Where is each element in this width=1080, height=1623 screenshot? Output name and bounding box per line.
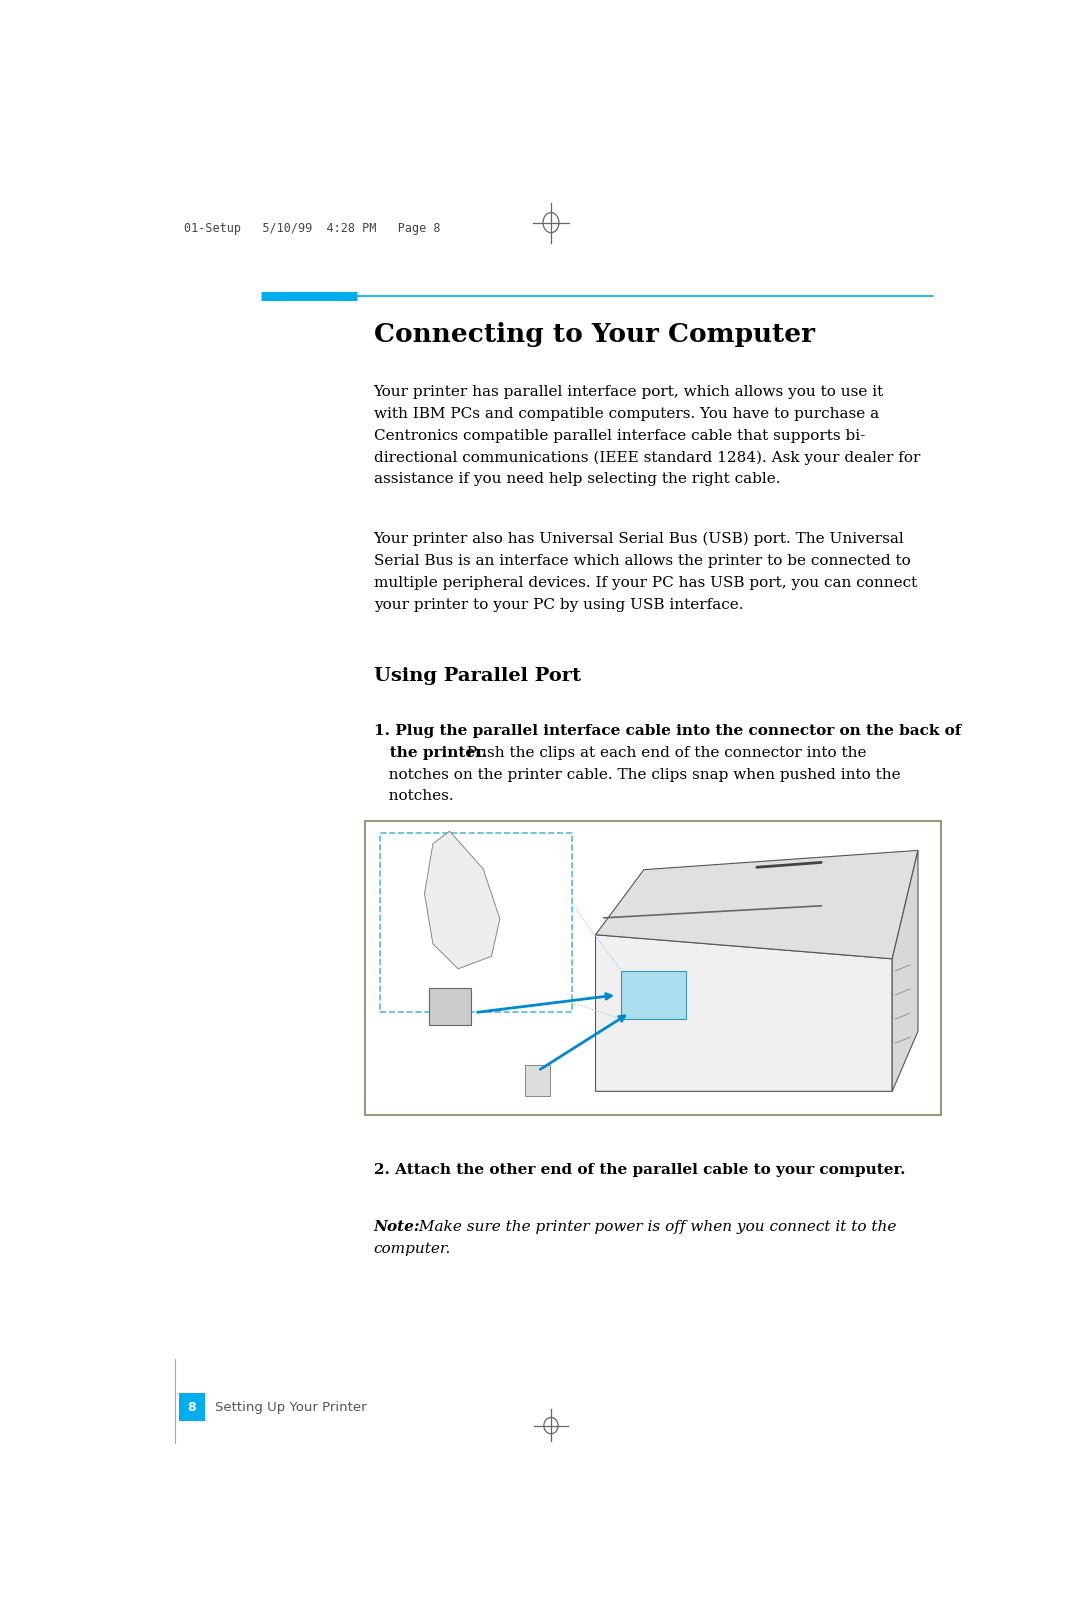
Text: Your printer also has Universal Serial Bus (USB) port. The Universal: Your printer also has Universal Serial B… [374,532,904,545]
Text: assistance if you need help selecting the right cable.: assistance if you need help selecting th… [374,472,780,487]
Text: the printer.: the printer. [374,745,487,760]
Polygon shape [595,850,918,959]
Text: 1. Plug the parallel interface cable into the connector on the back of: 1. Plug the parallel interface cable int… [374,724,961,737]
Text: computer.: computer. [374,1242,451,1255]
Text: Serial Bus is an interface which allows the printer to be connected to: Serial Bus is an interface which allows … [374,553,910,568]
Text: Connecting to Your Computer: Connecting to Your Computer [374,323,814,347]
FancyBboxPatch shape [429,988,471,1026]
FancyBboxPatch shape [525,1065,551,1096]
Text: 8: 8 [188,1401,197,1414]
Polygon shape [424,831,500,969]
Text: with IBM PCs and compatible computers. You have to purchase a: with IBM PCs and compatible computers. Y… [374,407,879,420]
FancyBboxPatch shape [178,1393,205,1420]
Polygon shape [892,850,918,1092]
Text: notches on the printer cable. The clips snap when pushed into the: notches on the printer cable. The clips … [374,768,900,781]
Text: your printer to your PC by using USB interface.: your printer to your PC by using USB int… [374,597,743,612]
Text: multiple peripheral devices. If your PC has USB port, you can connect: multiple peripheral devices. If your PC … [374,575,917,589]
Text: Centronics compatible parallel interface cable that supports bi-: Centronics compatible parallel interface… [374,428,865,443]
Polygon shape [621,971,686,1019]
Text: Setting Up Your Printer: Setting Up Your Printer [215,1401,367,1414]
Text: Your printer has parallel interface port, which allows you to use it: Your printer has parallel interface port… [374,385,883,399]
Text: Push the clips at each end of the connector into the: Push the clips at each end of the connec… [462,745,867,760]
Text: Note:: Note: [374,1219,420,1233]
Text: 01-Setup   5/10/99  4:28 PM   Page 8: 01-Setup 5/10/99 4:28 PM Page 8 [184,222,440,235]
FancyBboxPatch shape [365,821,941,1115]
Text: Make sure the printer power is off when you connect it to the: Make sure the printer power is off when … [414,1219,896,1233]
Text: notches.: notches. [374,789,454,803]
Text: Using Parallel Port: Using Parallel Port [374,667,581,685]
Text: directional communications (IEEE standard 1284). Ask your dealer for: directional communications (IEEE standar… [374,450,920,464]
Polygon shape [595,935,892,1092]
Text: 2. Attach the other end of the parallel cable to your computer.: 2. Attach the other end of the parallel … [374,1162,905,1177]
